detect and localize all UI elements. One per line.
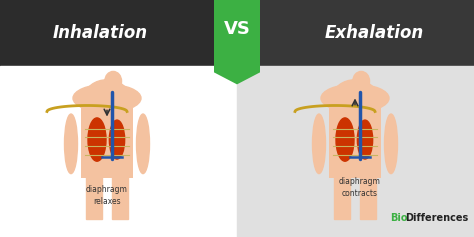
Bar [334, 97, 350, 219]
Ellipse shape [85, 80, 129, 114]
Text: diaphragm
contracts: diaphragm contracts [339, 177, 381, 198]
Ellipse shape [109, 120, 125, 159]
Bar [360, 97, 376, 219]
Ellipse shape [105, 71, 121, 91]
Ellipse shape [64, 114, 78, 173]
Ellipse shape [321, 84, 389, 112]
Ellipse shape [384, 114, 398, 173]
Ellipse shape [88, 118, 106, 161]
Ellipse shape [137, 114, 149, 173]
Ellipse shape [353, 71, 370, 91]
Text: Differences: Differences [405, 213, 468, 223]
Ellipse shape [336, 118, 354, 161]
Bar [237, 0, 474, 66]
Text: Inhalation: Inhalation [53, 24, 147, 42]
Bar [86, 97, 102, 219]
Bar [237, 66, 474, 237]
Ellipse shape [73, 84, 141, 112]
Bar [0, 66, 237, 237]
Text: Bio: Bio [390, 213, 408, 223]
Polygon shape [214, 0, 260, 84]
Ellipse shape [333, 80, 377, 114]
Ellipse shape [357, 120, 373, 159]
Ellipse shape [312, 114, 326, 173]
Text: VS: VS [224, 20, 250, 38]
Text: diaphragm
relaxes: diaphragm relaxes [86, 185, 128, 206]
Bar [112, 97, 128, 219]
Bar [0, 0, 237, 66]
Bar [329, 93, 381, 178]
Bar [81, 93, 133, 178]
Text: Exhalation: Exhalation [324, 24, 424, 42]
